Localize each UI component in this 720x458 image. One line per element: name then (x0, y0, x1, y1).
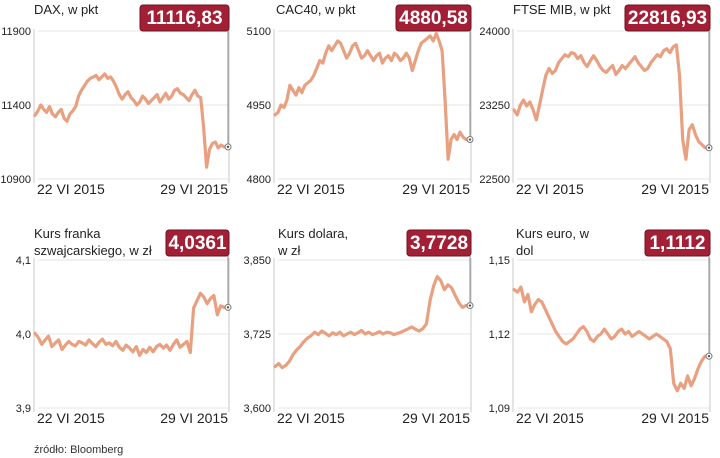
y-tick-label: 5100 (247, 26, 271, 38)
value-badge-label: 4880,58 (399, 8, 468, 29)
y-tick-label: 3,725 (243, 329, 271, 341)
x-tick-label: 29 VI 2015 (641, 410, 709, 426)
series-line (512, 285, 707, 393)
value-badge (395, 4, 472, 32)
y-tick-label: 10900 (0, 174, 31, 186)
y-tick-label: 1,09 (489, 403, 510, 415)
y-tick-label: 4,0 (16, 329, 31, 341)
chart-title: szwajcarskiego, w zł (34, 243, 152, 258)
last-value-dot-core (226, 306, 230, 309)
y-tick-label: 3,9 (16, 403, 31, 415)
value-badge-label: 22816,93 (628, 8, 707, 29)
chart-title: Kurs euro, w (516, 226, 590, 241)
x-tick-label: 22 VI 2015 (516, 181, 584, 197)
last-value-dot-core (707, 146, 711, 149)
source-note: źródło: Bloomberg (34, 444, 124, 456)
y-tick-label: 23250 (479, 100, 510, 112)
x-tick-label: 29 VI 2015 (641, 181, 709, 197)
last-value-dot-core (468, 138, 472, 141)
last-value-dot-core (707, 355, 711, 358)
y-tick-label: 4,1 (16, 255, 31, 267)
value-badge (644, 229, 711, 257)
chart-title: Kurs dolara, (278, 226, 348, 241)
y-tick-label: 4800 (247, 174, 271, 186)
series-line (512, 43, 707, 161)
y-tick-label: 24000 (479, 26, 510, 38)
x-tick-label: 29 VI 2015 (402, 410, 470, 426)
series-line (273, 275, 468, 370)
series-line (33, 291, 226, 358)
y-tick-label: 3,600 (243, 403, 271, 415)
chart-title: dol (516, 243, 533, 258)
chart-title: CAC40, w pkt (276, 2, 356, 17)
value-badge (165, 229, 230, 257)
x-tick-label: 22 VI 2015 (37, 181, 105, 197)
value-badge-label: 1,1112 (649, 233, 705, 254)
chart-title: DAX, w pkt (34, 2, 99, 17)
y-tick-label: 22500 (479, 174, 510, 186)
last-value-dot-core (468, 304, 472, 307)
y-tick-label: 1,15 (489, 255, 510, 267)
value-badge-label: 3,7728 (410, 233, 468, 254)
x-tick-label: 22 VI 2015 (277, 410, 345, 426)
chart-title: w zł (277, 243, 301, 258)
chart-title: Kurs franka (34, 226, 101, 241)
value-badge-label: 11116,83 (146, 8, 222, 29)
value-badge (139, 4, 230, 32)
y-tick-label: 11900 (1, 26, 31, 38)
last-value-dot-core (226, 145, 230, 149)
x-tick-label: 29 VI 2015 (160, 181, 228, 197)
y-tick-label: 3,850 (243, 255, 271, 267)
value-badge (624, 4, 711, 32)
series-line (33, 72, 226, 169)
series-line (273, 31, 468, 161)
y-tick-label: 4950 (247, 100, 271, 112)
value-badge (406, 229, 472, 257)
x-tick-label: 22 VI 2015 (37, 410, 105, 426)
y-tick-label: 11400 (1, 100, 31, 112)
x-tick-label: 29 VI 2015 (160, 410, 228, 426)
x-tick-label: 22 VI 2015 (277, 181, 345, 197)
chart-title: FTSE MIB, w pkt (513, 2, 611, 17)
x-tick-label: 22 VI 2015 (516, 410, 584, 426)
value-badge-label: 4,0361 (168, 233, 227, 254)
y-tick-label: 1,12 (489, 329, 510, 341)
x-tick-label: 29 VI 2015 (402, 181, 470, 197)
